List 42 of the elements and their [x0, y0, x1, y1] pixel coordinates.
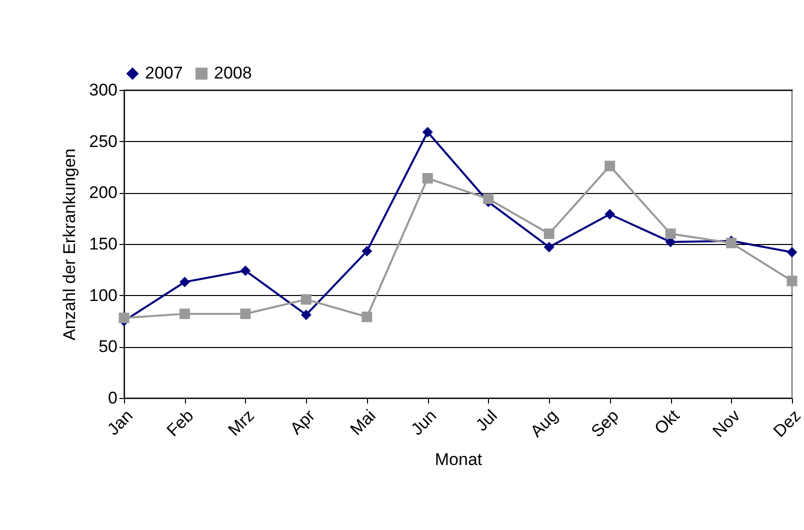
point: [240, 308, 251, 320]
x-tick-label: Sep: [588, 406, 622, 441]
point: [665, 228, 676, 239]
x-tick-label: Okt: [650, 406, 684, 438]
x-tick-label: Jan: [104, 406, 137, 439]
point: [544, 228, 554, 239]
y-axis-title: Anzahl der Erkrankungen: [60, 148, 80, 340]
x-tick-label: Mai: [346, 406, 380, 439]
x-tick-label: Jul: [472, 406, 501, 435]
y-tick-label: 200: [89, 183, 118, 202]
legend-label: 2008: [214, 64, 252, 83]
x-axis-title: Monat: [434, 450, 482, 470]
x-tick-label: Mrz: [224, 406, 258, 440]
x-tick-label: Apr: [286, 406, 319, 438]
point: [300, 310, 312, 320]
point: [118, 312, 130, 324]
point: [483, 194, 494, 204]
point: [240, 265, 251, 276]
point: [300, 294, 312, 305]
point: [786, 246, 798, 258]
point: [544, 242, 554, 252]
point: [422, 126, 433, 138]
point: [786, 276, 798, 286]
y-tick-label: 250: [89, 132, 118, 151]
y-tick-label: 300: [89, 80, 118, 100]
x-tick-label: Aug: [526, 406, 562, 441]
x-tick-label: Feb: [163, 406, 198, 440]
point: [422, 173, 433, 184]
x-tick-label: Jun: [407, 406, 440, 439]
y-tick-label: 150: [89, 234, 118, 254]
y-tick-label: 100: [89, 286, 118, 305]
y-tick-label: 0: [108, 388, 118, 408]
point: [362, 246, 372, 256]
legend-label: 2007: [145, 64, 183, 83]
point: [362, 312, 372, 322]
point: [179, 308, 190, 320]
point: [604, 160, 616, 172]
x-tick-label: Nov: [708, 406, 744, 441]
point: [604, 208, 616, 220]
x-tick-label: Dez: [770, 406, 804, 441]
point: [179, 276, 190, 288]
y-tick-label: 50: [98, 337, 118, 356]
